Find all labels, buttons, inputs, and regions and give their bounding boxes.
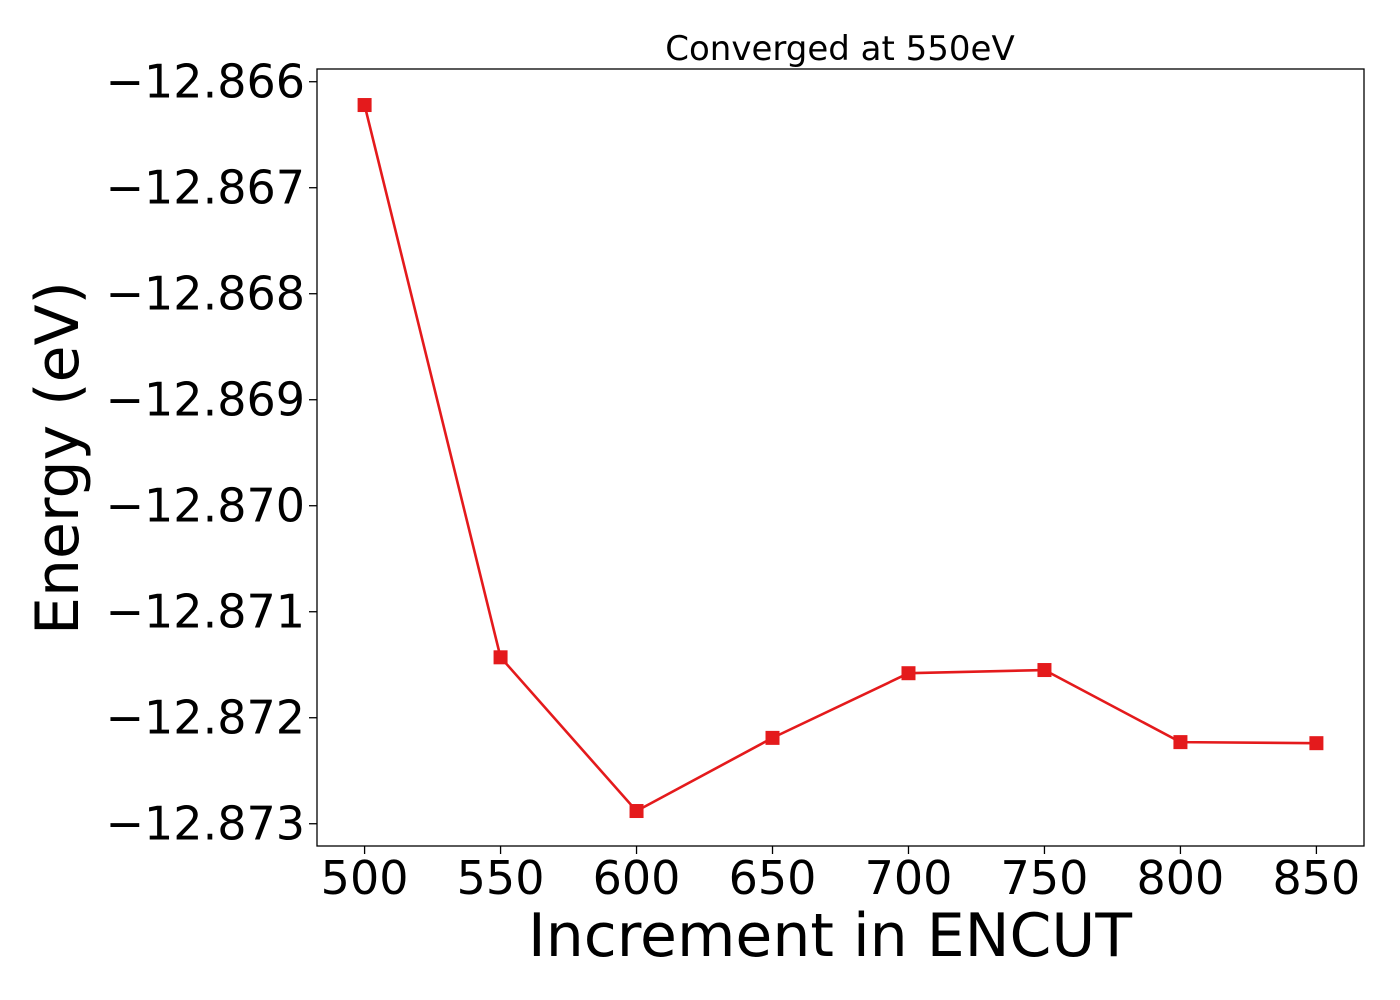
data-point-marker xyxy=(765,730,780,745)
y-tick-label: −12.871 xyxy=(106,585,306,639)
y-tick-label: −12.870 xyxy=(106,479,306,533)
y-tick-label: −12.867 xyxy=(106,161,306,215)
y-tick-label: −12.868 xyxy=(106,267,306,321)
x-tick-label: 550 xyxy=(457,851,545,905)
data-point-marker xyxy=(357,98,372,113)
x-tick-label: 500 xyxy=(321,851,409,905)
x-tick-label: 850 xyxy=(1273,851,1361,905)
data-point-marker xyxy=(493,650,508,665)
y-tick-label: −12.866 xyxy=(106,55,306,109)
x-tick-label: 600 xyxy=(593,851,681,905)
x-tick-label: 650 xyxy=(729,851,817,905)
data-point-marker xyxy=(1309,736,1324,751)
y-tick-label: −12.873 xyxy=(106,797,306,851)
data-point-marker xyxy=(629,804,644,819)
y-tick-label: −12.872 xyxy=(106,691,306,745)
x-tick-label: 700 xyxy=(865,851,953,905)
x-axis-label: Increment in ENCUT xyxy=(528,901,1132,971)
plot-area: 500 550 600 650 700 750 800 850 −12.866 −12.867 −1… xyxy=(106,55,1361,905)
chart-title: Converged at 550eV xyxy=(665,29,1014,69)
data-point-marker xyxy=(1037,663,1052,678)
y-axis-label: Energy (eV) xyxy=(23,281,93,635)
plot-frame xyxy=(316,68,1365,847)
x-tick-label: 800 xyxy=(1137,851,1225,905)
data-point-marker xyxy=(1173,735,1188,750)
data-point-marker xyxy=(901,666,916,681)
y-tick-label: −12.869 xyxy=(106,373,306,427)
series-line xyxy=(363,104,1317,813)
x-tick-label: 750 xyxy=(1001,851,1089,905)
